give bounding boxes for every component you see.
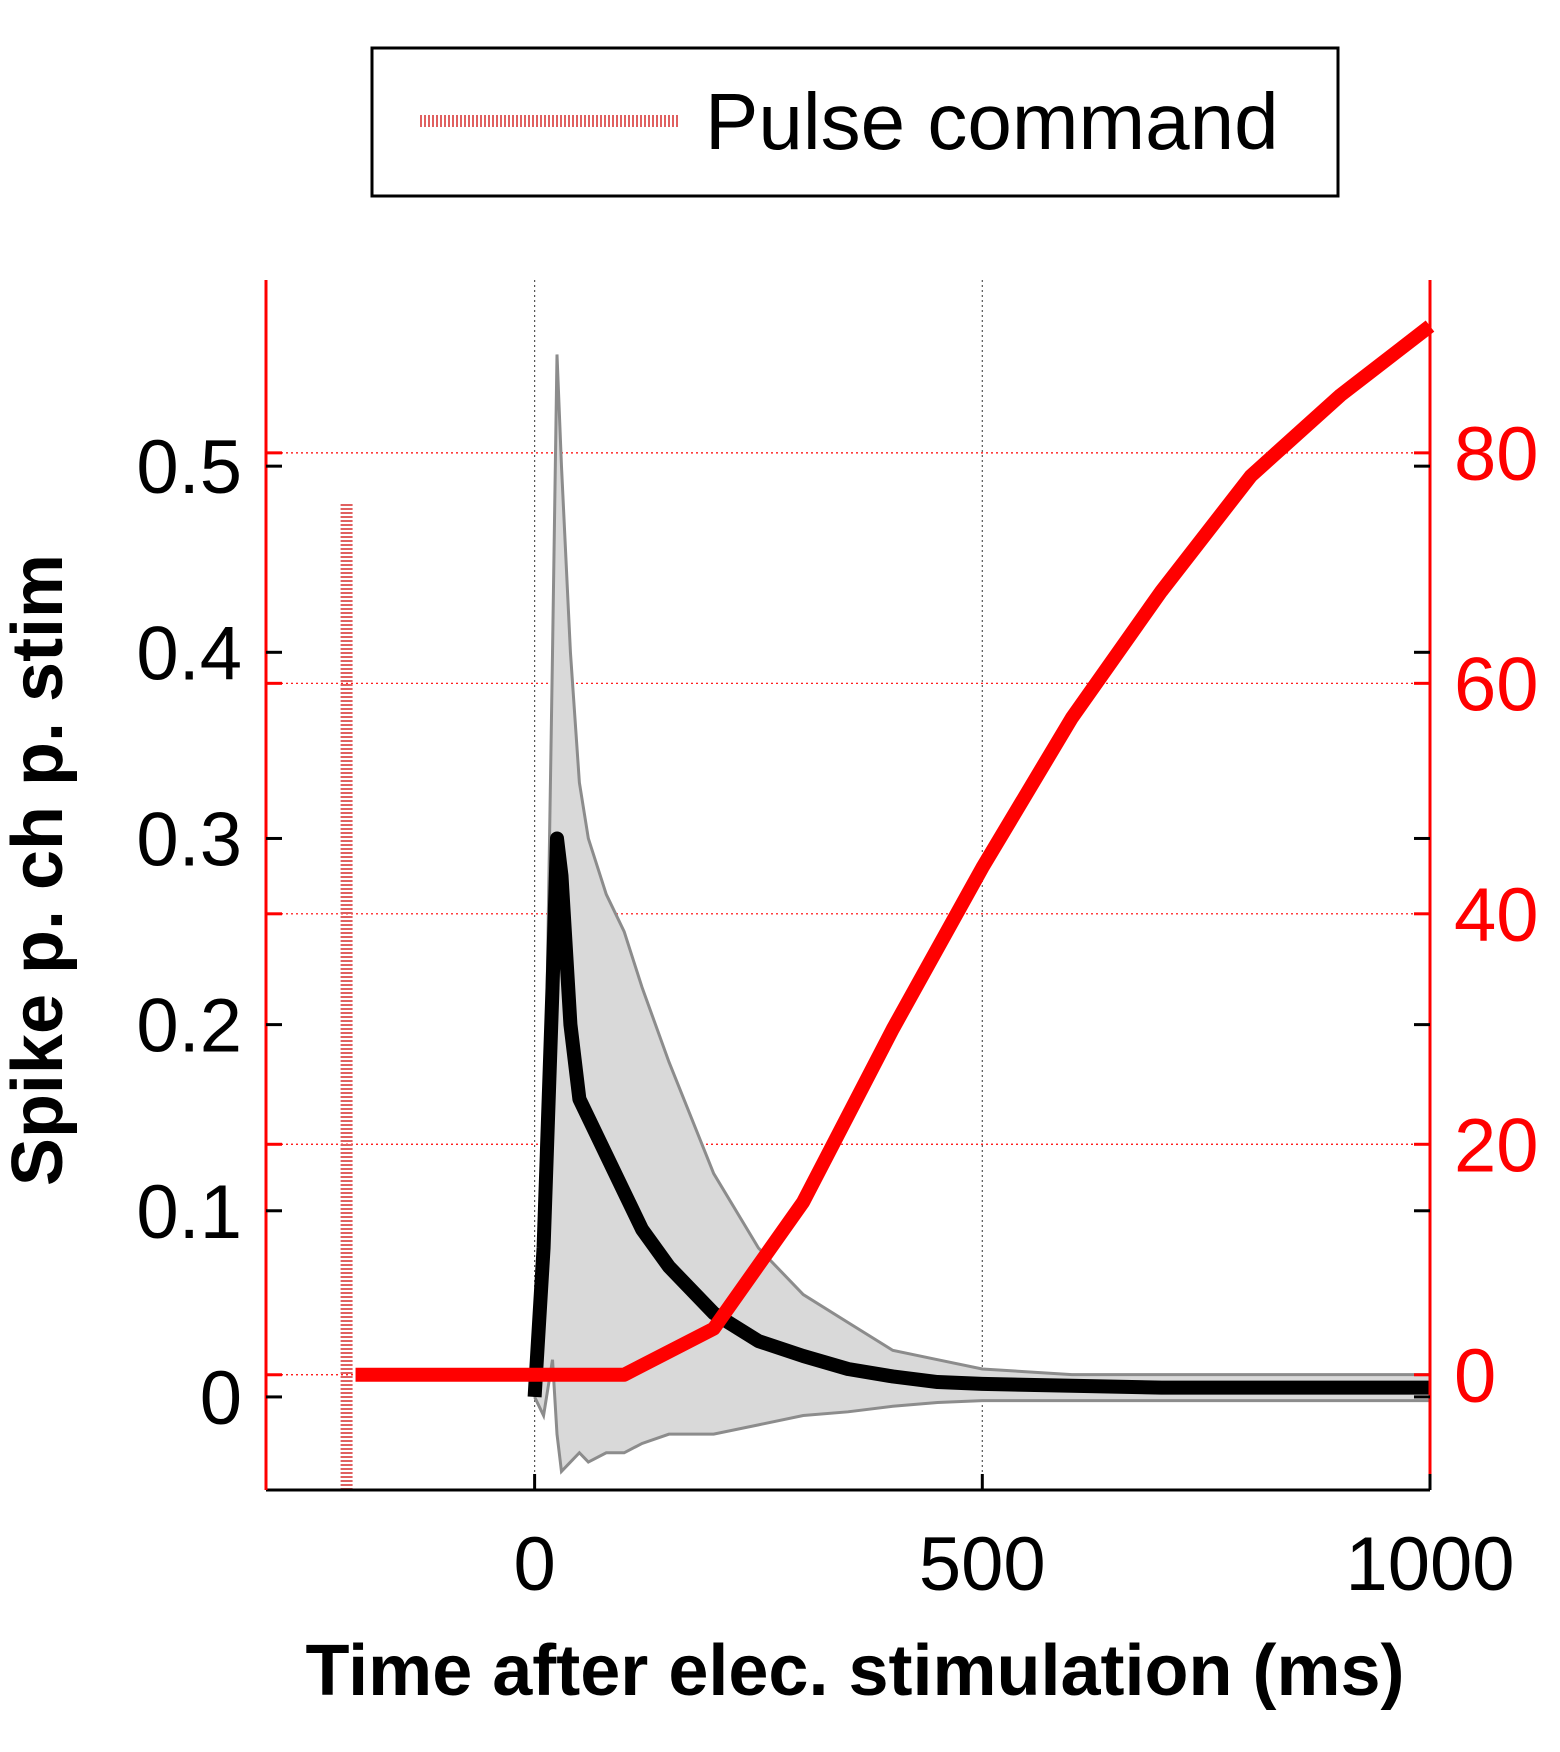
series-layer (340, 320, 1435, 1490)
band-upper-edge (533, 354, 1430, 1397)
band-lower-edge (533, 1359, 1430, 1475)
y-tick-label-right: 20 (1454, 1103, 1539, 1188)
y-tick-label-right: 80 (1454, 412, 1539, 497)
plot-frame (264, 280, 1432, 1492)
y-tick-label-left: 0.3 (136, 797, 242, 882)
tick-layer: 0 500 1000 0 0.1 0.2 0.3 0.4 0.5 0 20 40 60 80 (136, 412, 1538, 1607)
y-tick-label-left: 0.2 (136, 984, 242, 1069)
x-axis-label: Time after elec. stimulation (ms) (306, 1631, 1405, 1711)
y-tick-label-left: 0.1 (136, 1170, 242, 1255)
y-tick-label-left: 0.5 (136, 425, 242, 510)
y-tick-label-right: 0 (1454, 1334, 1496, 1419)
x-tick-label: 500 (919, 1522, 1046, 1607)
x-tick-label: 1000 (1345, 1522, 1514, 1607)
y-tick-label-right: 40 (1454, 873, 1539, 958)
legend-entry-pulse-command: Pulse command (705, 77, 1279, 166)
x-tick-label: 0 (513, 1522, 555, 1607)
y-tick-label-left: 0.4 (136, 611, 242, 696)
legend: Pulse command (370, 46, 1340, 198)
series-line-right-axis (355, 320, 1435, 1382)
series-line-spike-rate (527, 831, 1430, 1398)
y-tick-label-right: 60 (1454, 642, 1539, 727)
y-axis-label: Spike p. ch p. stim (0, 554, 78, 1186)
band-layer (533, 354, 1430, 1475)
confidence-band (534, 354, 1430, 1472)
y-tick-label-left: 0 (200, 1356, 242, 1441)
